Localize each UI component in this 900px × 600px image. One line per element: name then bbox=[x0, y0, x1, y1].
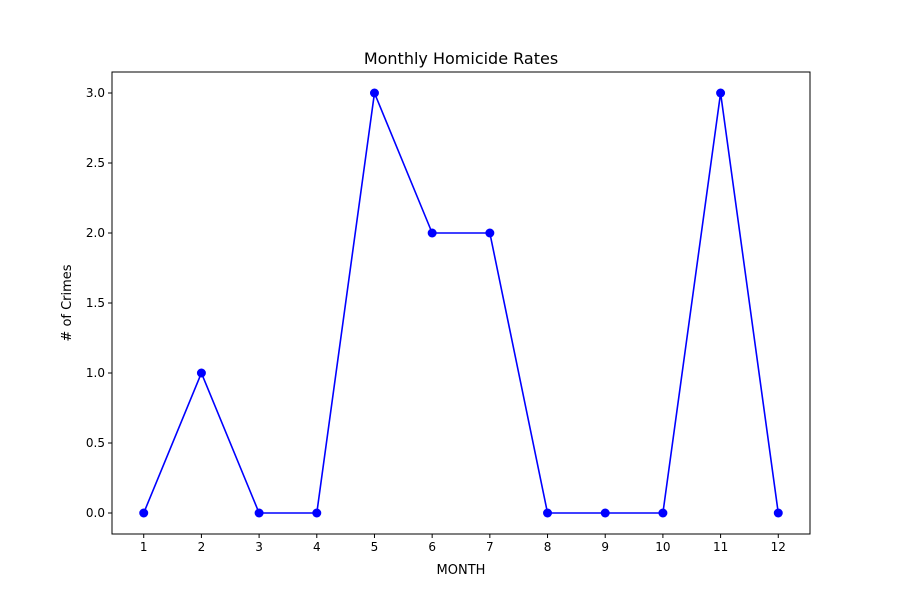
plot-area: 1 2 3 4 5 6 7 8 9 10 11 120.00.51.01.52.02.53.0 bbox=[86, 86, 786, 554]
y-tick-label: 3.0 bbox=[86, 86, 105, 100]
x-tick-label: 7 bbox=[486, 540, 494, 554]
data-point bbox=[773, 508, 783, 518]
y-tick-label: 1.5 bbox=[86, 296, 105, 310]
data-point bbox=[485, 228, 495, 238]
data-point bbox=[369, 88, 379, 98]
chart-title: Monthly Homicide Rates bbox=[364, 49, 558, 68]
data-point bbox=[658, 508, 668, 518]
x-tick-label: 10 bbox=[655, 540, 670, 554]
y-tick-label: 2.0 bbox=[86, 226, 105, 240]
y-tick-label: 1.0 bbox=[86, 366, 105, 380]
data-point bbox=[716, 88, 726, 98]
x-tick-label: 4 bbox=[313, 540, 321, 554]
y-tick-label: 2.5 bbox=[86, 156, 105, 170]
y-tick-label: 0.5 bbox=[86, 436, 105, 450]
x-tick-label: 12 bbox=[771, 540, 786, 554]
data-point bbox=[139, 508, 149, 518]
series-line bbox=[142, 92, 780, 514]
data-point bbox=[543, 508, 553, 518]
data-point bbox=[427, 228, 437, 238]
data-point bbox=[600, 508, 610, 518]
x-tick-label: 1 bbox=[140, 540, 148, 554]
y-tick-label: 0.0 bbox=[86, 506, 105, 520]
x-tick-label: 5 bbox=[371, 540, 379, 554]
x-tick-label: 6 bbox=[428, 540, 436, 554]
x-tick-label: 2 bbox=[198, 540, 206, 554]
data-point bbox=[312, 508, 322, 518]
x-tick-label: 9 bbox=[601, 540, 609, 554]
data-point bbox=[254, 508, 264, 518]
plot-frame bbox=[111, 71, 811, 535]
y-axis-label: # of Crimes bbox=[60, 264, 75, 341]
x-tick-label: 3 bbox=[255, 540, 263, 554]
x-tick-label: 8 bbox=[544, 540, 552, 554]
data-point bbox=[196, 368, 206, 378]
x-axis-label: MONTH bbox=[437, 563, 486, 578]
x-tick-label: 11 bbox=[713, 540, 728, 554]
